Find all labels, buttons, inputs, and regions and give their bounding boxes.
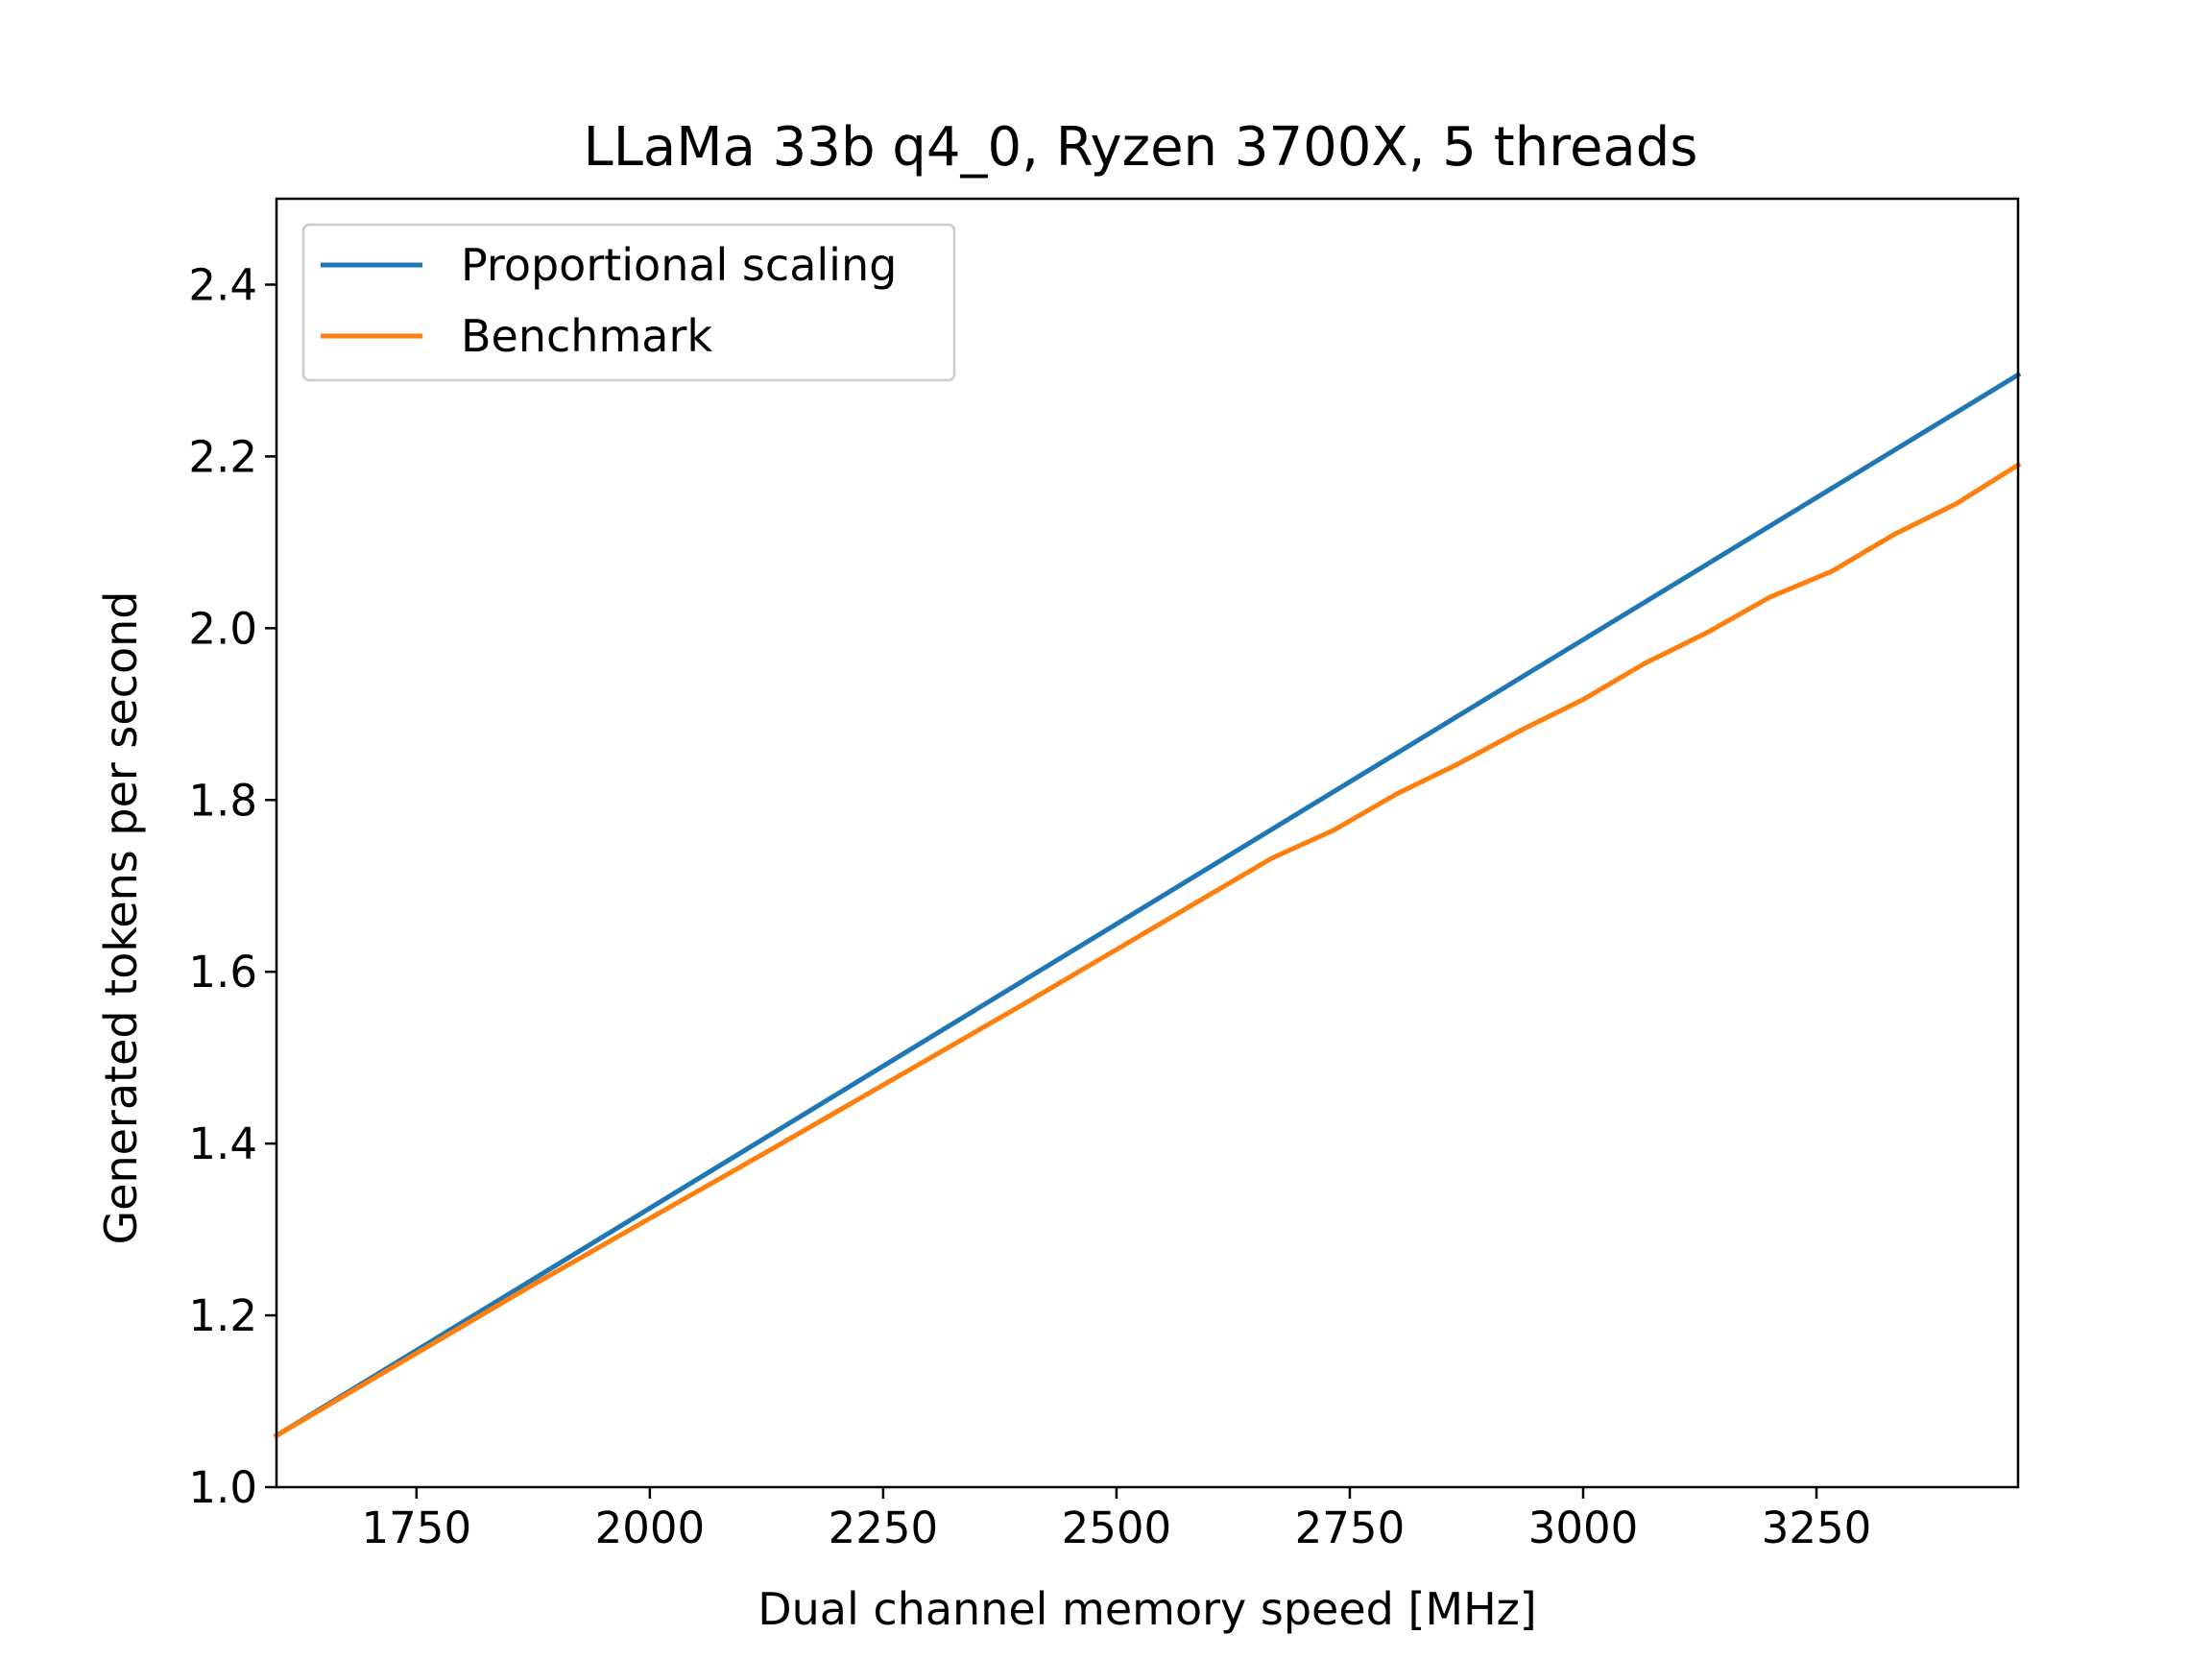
y-tick-label-4: 1.8 xyxy=(188,775,257,826)
x-axis-ticks: 1750 2000 2250 2500 2750 3000 3250 xyxy=(362,1487,1872,1553)
x-tick-label-5: 3000 xyxy=(1528,1503,1639,1553)
y-tick-label-6: 2.2 xyxy=(188,431,257,482)
x-tick-label-4: 2750 xyxy=(1295,1503,1406,1553)
plot-frame xyxy=(275,197,2020,1489)
series-line-0 xyxy=(273,371,2022,1439)
plot-area xyxy=(276,199,2018,1487)
y-tick-label-5: 2.0 xyxy=(188,603,257,654)
y-tick-label-2: 1.4 xyxy=(188,1118,257,1169)
y-axis-ticks: 1.0 1.2 1.4 1.6 1.8 2.0 2.2 2.4 xyxy=(188,259,276,1513)
y-tick-label-1: 1.2 xyxy=(188,1290,257,1341)
legend: Proportional scaling Benchmark xyxy=(301,223,956,382)
series-line-1 xyxy=(273,461,2022,1439)
y-tick-label-3: 1.6 xyxy=(188,947,257,998)
x-tick-label-6: 3250 xyxy=(1762,1503,1872,1553)
x-axis-label: Dual channel memory speed [MHz] xyxy=(757,1583,1537,1635)
x-tick-label-3: 2500 xyxy=(1062,1503,1172,1553)
chart-title: LLaMa 33b q4_0, Ryzen 3700X, 5 threads xyxy=(584,116,1698,179)
y-tick-label-7: 2.4 xyxy=(188,259,257,310)
y-axis-label: Generated tokens per second xyxy=(95,591,147,1245)
legend-box xyxy=(301,223,956,382)
y-tick-label-0: 1.0 xyxy=(188,1462,257,1513)
series-layer xyxy=(273,371,2022,1439)
legend-label-0: Proportional scaling xyxy=(461,239,897,291)
x-tick-label-0: 1750 xyxy=(362,1503,472,1553)
x-tick-label-1: 2000 xyxy=(595,1503,706,1553)
x-tick-label-2: 2250 xyxy=(829,1503,939,1553)
legend-items: Proportional scaling Benchmark xyxy=(321,239,897,362)
legend-label-1: Benchmark xyxy=(461,310,712,362)
